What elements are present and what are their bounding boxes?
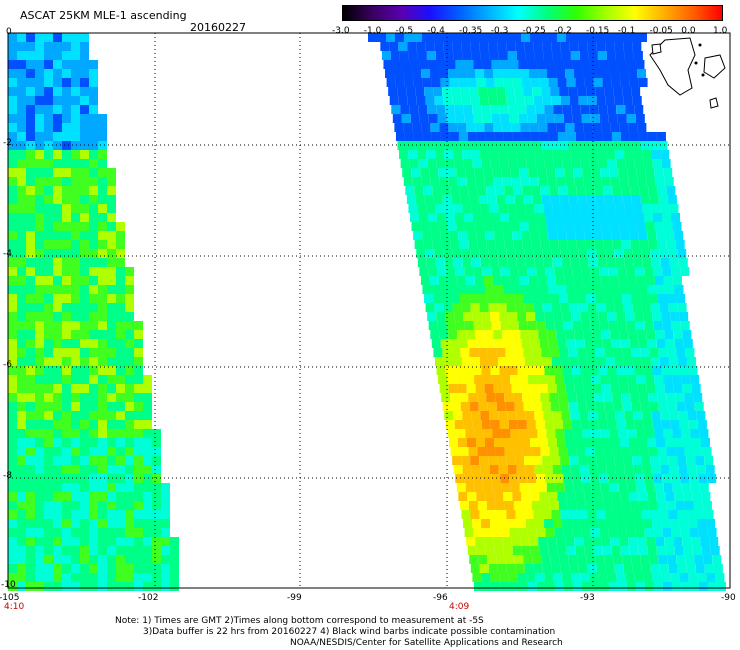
- island-outlines: [649, 37, 726, 109]
- lon-label-90: -90: [721, 593, 736, 603]
- colorbar-label: -0.1: [617, 26, 636, 36]
- lon-label-102: -102: [138, 593, 159, 603]
- colorbar-label: -3.0: [332, 26, 350, 36]
- chart-title: ASCAT 25KM MLE-1 ascending: [20, 9, 187, 22]
- lat-label-10: -10: [1, 580, 16, 590]
- lon-label-105: -105: [0, 593, 20, 603]
- colorbar-label: -0.4: [427, 26, 445, 36]
- note-line-1: Note: 1) Times are GMT 2)Times along bot…: [115, 616, 484, 626]
- lon-label-93: -93: [580, 593, 595, 603]
- lat-label-8: -8: [3, 471, 12, 481]
- map-grid: [8, 33, 730, 588]
- lat-label-0: 0: [6, 27, 12, 37]
- map-frame: [7, 32, 731, 589]
- swath-cells: [8, 33, 726, 591]
- lon-label-96: -96: [433, 593, 448, 603]
- colorbar-label: -1.0: [363, 26, 382, 36]
- time-label-left: 4:10: [4, 602, 25, 612]
- colorbar-label: -0.25: [522, 26, 546, 36]
- note-line-3: NOAA/NESDIS/Center for Satellite Applica…: [290, 638, 563, 648]
- chart-date: 20160227: [190, 21, 246, 34]
- colorbar-label: -0.15: [586, 26, 610, 36]
- lat-label-4: -4: [3, 249, 12, 259]
- colorbar-label: 0.0: [681, 26, 696, 36]
- colorbar-label: -0.3: [490, 26, 509, 36]
- lon-label-99: -99: [287, 593, 302, 603]
- colorbar-label: 1.0: [713, 26, 728, 36]
- colorbar: [342, 5, 723, 21]
- time-label-right: 4:09: [449, 602, 470, 612]
- colorbar-label: -0.05: [649, 26, 673, 36]
- colorbar-label: -0.5: [395, 26, 414, 36]
- colorbar-label: -0.35: [459, 26, 483, 36]
- lat-label-6: -6: [3, 360, 12, 370]
- lat-label-2: -2: [3, 138, 12, 148]
- note-line-2: 3)Data buffer is 22 hrs from 20160227 4)…: [143, 627, 556, 637]
- colorbar-label: -0.2: [554, 26, 572, 36]
